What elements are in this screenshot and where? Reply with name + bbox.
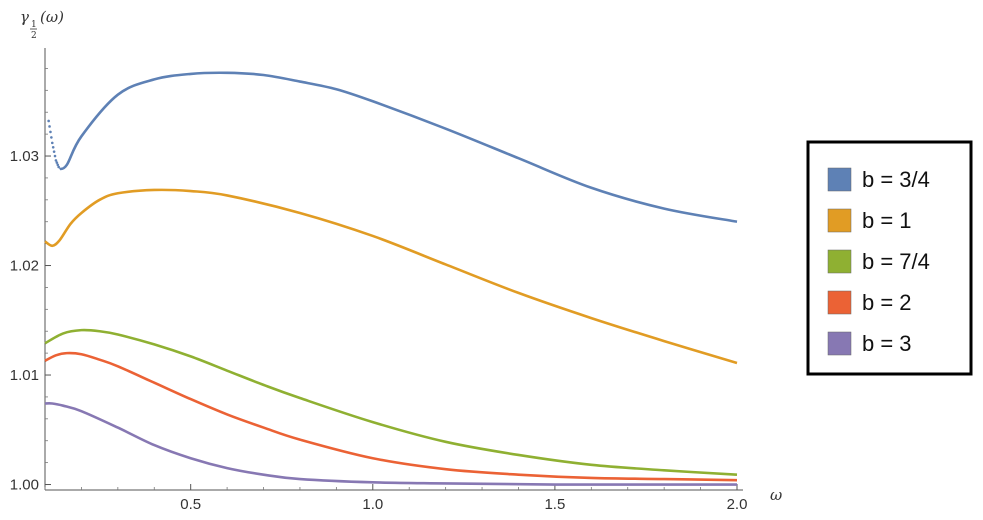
- y-label-sub-num: 1: [31, 20, 37, 30]
- series-2: [44, 188, 738, 365]
- legend-label: b = 1: [862, 208, 912, 233]
- series-point: [54, 159, 58, 162]
- series-layer: [44, 71, 738, 486]
- series-5: [44, 402, 738, 486]
- series-line: [44, 351, 738, 482]
- y-tick-label: 1.03: [10, 148, 39, 165]
- y-label-arg: (ω): [40, 8, 64, 26]
- series-point: [47, 119, 50, 123]
- series-point: [49, 130, 52, 134]
- legend-label: b = 7/4: [862, 249, 930, 274]
- series-line: [44, 188, 738, 365]
- y-label-sub-den: 2: [31, 31, 37, 41]
- legend-label: b = 2: [862, 290, 912, 315]
- series-4: [44, 351, 738, 482]
- series-point: [51, 145, 55, 149]
- legend-label: b = 3/4: [862, 167, 930, 192]
- series-3: [44, 328, 738, 476]
- legend-item: b = 2: [827, 290, 912, 315]
- axes: 0.5 1.0 1.5 2.0 1.00 1.01 1.02 1.03: [10, 48, 748, 513]
- series-point: [55, 161, 59, 164]
- series-point: [52, 150, 56, 153]
- series-point: [56, 163, 60, 167]
- series-line: [44, 402, 738, 486]
- legend-swatch: [827, 290, 852, 315]
- series-1: [47, 71, 738, 224]
- x-tick-label: 1.0: [362, 496, 383, 513]
- x-axis-title: ω: [770, 486, 782, 504]
- x-tick-label: 0.5: [180, 496, 201, 513]
- legend-swatch: [827, 167, 852, 192]
- series-point: [48, 125, 51, 128]
- y-tick-label: 1.02: [10, 258, 39, 275]
- series-line: [58, 71, 738, 224]
- x-tick-label: 1.5: [544, 496, 565, 513]
- series-point: [50, 141, 54, 145]
- legend-item: b = 3/4: [827, 167, 930, 192]
- series-point: [57, 165, 60, 169]
- y-tick-label: 1.01: [10, 367, 39, 384]
- legend-item: b = 3: [827, 331, 912, 356]
- y-tick-label: 1.00: [10, 477, 39, 494]
- y-axis-title: γ 1 2 (ω): [20, 8, 64, 41]
- series-point: [53, 154, 57, 158]
- y-label-main: γ: [20, 8, 29, 26]
- series-line: [44, 328, 738, 476]
- legend: b = 3/4 b = 1 b = 7/4 b = 2 b = 3: [806, 140, 973, 376]
- legend-swatch: [827, 208, 852, 233]
- x-tick-label: 2.0: [727, 496, 748, 513]
- series-point: [50, 136, 53, 139]
- legend-swatch: [827, 249, 852, 274]
- legend-item: b = 1: [827, 208, 912, 233]
- legend-label: b = 3: [862, 331, 912, 356]
- legend-item: b = 7/4: [827, 249, 930, 274]
- legend-swatch: [827, 331, 852, 356]
